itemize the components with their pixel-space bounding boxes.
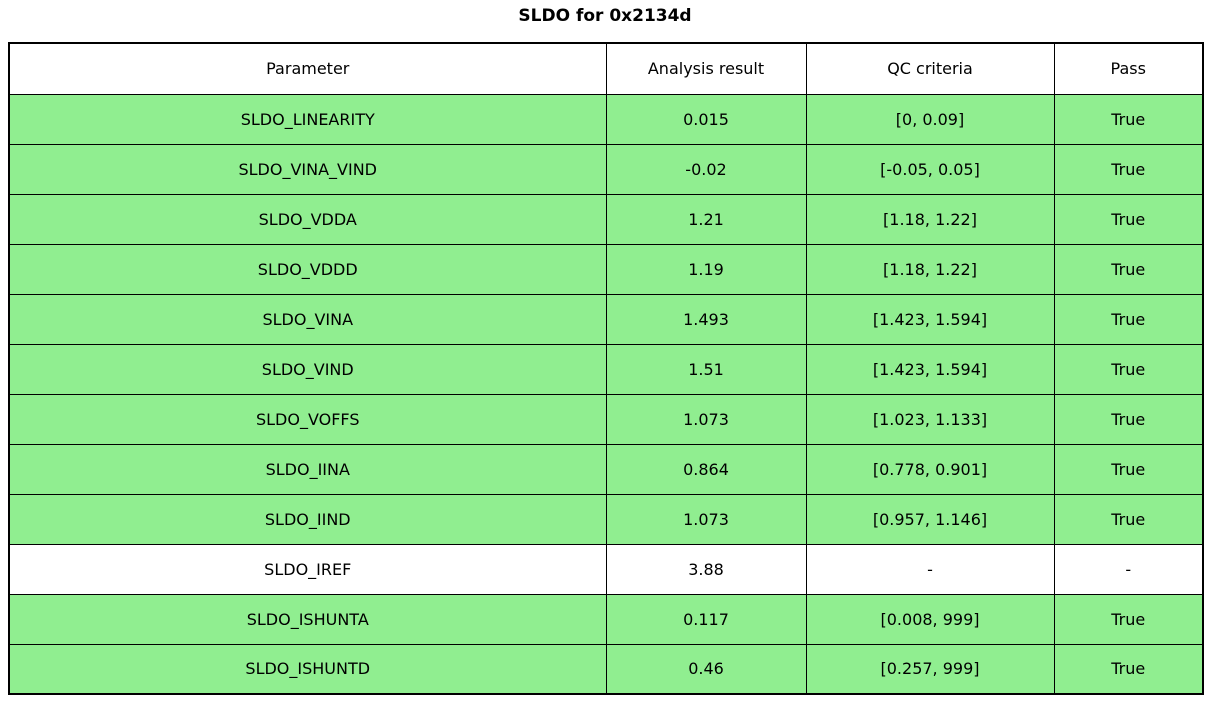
parameter-cell: SLDO_VDDD (8, 243, 607, 295)
criteria-cell: - (805, 543, 1055, 595)
pass-cell: True (1053, 443, 1204, 495)
criteria-cell: [-0.05, 0.05] (805, 143, 1055, 195)
pass-cell: True (1053, 593, 1204, 645)
result-cell: 1.493 (605, 293, 807, 345)
pass-cell: True (1053, 293, 1204, 345)
result-cell: 1.073 (605, 493, 807, 545)
table-row: SLDO_VINA 1.493 [1.423, 1.594] True (8, 293, 1204, 345)
parameter-cell: SLDO_LINEARITY (8, 93, 607, 145)
page-title: SLDO for 0x2134d (518, 6, 692, 26)
criteria-cell: [0.008, 999] (805, 593, 1055, 645)
parameter-cell: SLDO_VOFFS (8, 393, 607, 445)
result-cell: 3.88 (605, 543, 807, 595)
pass-cell: True (1053, 243, 1204, 295)
pass-cell: True (1053, 93, 1204, 145)
table-row: SLDO_ISHUNTA 0.117 [0.008, 999] True (8, 593, 1204, 645)
table-row: SLDO_IINA 0.864 [0.778, 0.901] True (8, 443, 1204, 495)
pass-cell: True (1053, 193, 1204, 245)
result-cell: 0.117 (605, 593, 807, 645)
pass-cell: True (1053, 493, 1204, 545)
table-row: SLDO_IIND 1.073 [0.957, 1.146] True (8, 493, 1204, 545)
pass-cell: True (1053, 393, 1204, 445)
pass-cell: True (1053, 343, 1204, 395)
parameter-cell: SLDO_VIND (8, 343, 607, 395)
result-cell: 1.19 (605, 243, 807, 295)
result-cell: 0.46 (605, 643, 807, 695)
criteria-cell: [0.257, 999] (805, 643, 1055, 695)
pass-cell: - (1053, 543, 1204, 595)
table-row: SLDO_VDDA 1.21 [1.18, 1.22] True (8, 193, 1204, 245)
result-cell: 1.21 (605, 193, 807, 245)
criteria-cell: [1.18, 1.22] (805, 193, 1055, 245)
parameter-cell: SLDO_ISHUNTA (8, 593, 607, 645)
column-header-qc-criteria: QC criteria (805, 42, 1055, 95)
parameter-cell: SLDO_VINA (8, 293, 607, 345)
column-header-parameter: Parameter (8, 42, 607, 95)
parameter-cell: SLDO_ISHUNTD (8, 643, 607, 695)
result-cell: 1.073 (605, 393, 807, 445)
table-row: SLDO_VOFFS 1.073 [1.023, 1.133] True (8, 393, 1204, 445)
parameter-cell: SLDO_IIND (8, 493, 607, 545)
parameter-cell: SLDO_IINA (8, 443, 607, 495)
criteria-cell: [0, 0.09] (805, 93, 1055, 145)
parameter-cell: SLDO_VINA_VIND (8, 143, 607, 195)
result-cell: -0.02 (605, 143, 807, 195)
column-header-pass: Pass (1053, 42, 1204, 95)
table-row: SLDO_ISHUNTD 0.46 [0.257, 999] True (8, 643, 1204, 695)
criteria-cell: [0.957, 1.146] (805, 493, 1055, 545)
result-cell: 0.864 (605, 443, 807, 495)
table-row: SLDO_IREF 3.88 - - (8, 543, 1204, 595)
criteria-cell: [1.423, 1.594] (805, 293, 1055, 345)
table-row: SLDO_VDDD 1.19 [1.18, 1.22] True (8, 243, 1204, 295)
criteria-cell: [1.423, 1.594] (805, 343, 1055, 395)
table-body: SLDO_LINEARITY 0.015 [0, 0.09] True SLDO… (8, 93, 1204, 695)
result-cell: 1.51 (605, 343, 807, 395)
parameter-cell: SLDO_VDDA (8, 193, 607, 245)
result-cell: 0.015 (605, 93, 807, 145)
criteria-cell: [1.18, 1.22] (805, 243, 1055, 295)
table-row: SLDO_LINEARITY 0.015 [0, 0.09] True (8, 93, 1204, 145)
column-header-analysis-result: Analysis result (605, 42, 807, 95)
criteria-cell: [1.023, 1.133] (805, 393, 1055, 445)
pass-cell: True (1053, 643, 1204, 695)
header-row: Parameter Analysis result QC criteria Pa… (8, 42, 1204, 95)
table-row: SLDO_VIND 1.51 [1.423, 1.594] True (8, 343, 1204, 395)
pass-cell: True (1053, 143, 1204, 195)
qc-table: Parameter Analysis result QC criteria Pa… (8, 42, 1204, 695)
criteria-cell: [0.778, 0.901] (805, 443, 1055, 495)
table-row: SLDO_VINA_VIND -0.02 [-0.05, 0.05] True (8, 143, 1204, 195)
parameter-cell: SLDO_IREF (8, 543, 607, 595)
